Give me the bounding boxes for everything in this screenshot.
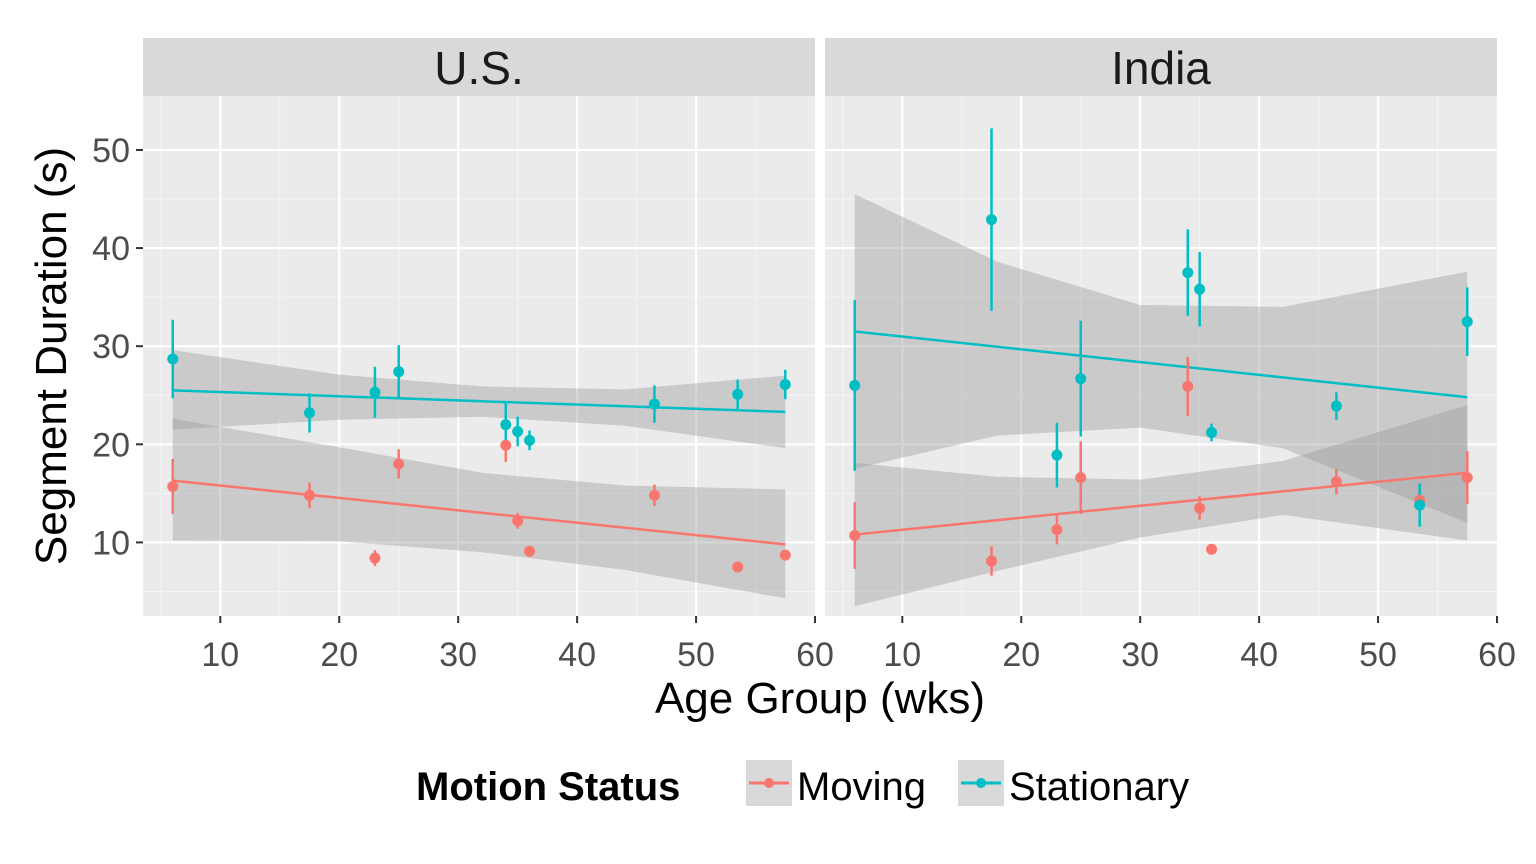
x-tick-label-50: 50 (677, 636, 715, 674)
data-point-stationary (369, 386, 381, 398)
strip-label-us: U.S. (434, 42, 523, 94)
data-point-moving (1194, 502, 1206, 514)
legend-label-moving: Moving (797, 765, 926, 809)
legend: Motion Status Moving Stationary (416, 760, 1189, 809)
fit-lines-india (854, 330, 1468, 536)
y-tick-label-20: 20 (92, 426, 130, 464)
fit-line-moving (854, 471, 1468, 536)
x-tick-label-10: 10 (883, 636, 921, 674)
data-point-moving (500, 439, 512, 451)
y-tick-label-40: 40 (92, 230, 130, 268)
x-tick-label-20: 20 (1002, 636, 1040, 674)
legend-key-moving-point (764, 778, 774, 788)
data-point-stationary (167, 353, 179, 365)
x-tick-label-60: 60 (1478, 636, 1516, 674)
data-point-moving (524, 545, 536, 557)
y-tick-label-50: 50 (92, 132, 130, 170)
strip-us (143, 38, 815, 96)
data-point-moving (369, 552, 381, 564)
y-axis-title: Segment Duration (s) (27, 147, 76, 565)
confidence-band-stationary (172, 350, 786, 449)
data-point-stationary (1206, 427, 1218, 439)
x-axis-title: Age Group (wks) (655, 674, 985, 723)
x-tick-label-30: 30 (1121, 636, 1159, 674)
confidence-bands-us (172, 350, 786, 599)
data-point-stationary (393, 366, 405, 378)
data-point-moving (393, 458, 405, 470)
x-ticks-india: 10 20 30 40 50 60 (883, 616, 1516, 674)
data-point-stationary (849, 379, 861, 391)
points-india (849, 214, 1473, 567)
x-tick-label-10: 10 (201, 636, 239, 674)
legend-title: Motion Status (416, 765, 680, 809)
data-point-stationary (1414, 499, 1426, 511)
plot-area-us (143, 96, 815, 616)
data-point-moving (1206, 543, 1218, 555)
plot-area-india (825, 96, 1497, 616)
confidence-band-moving (854, 405, 1468, 607)
x-ticks-us: 10 20 30 40 50 60 (201, 616, 834, 674)
data-point-stationary (512, 426, 524, 438)
data-point-moving (512, 515, 524, 527)
data-point-moving (986, 555, 998, 567)
data-point-stationary (304, 407, 316, 419)
data-point-stationary (1194, 283, 1206, 295)
data-point-moving (1461, 472, 1473, 484)
data-point-stationary (1182, 267, 1194, 279)
y-tick-label-10: 10 (92, 524, 130, 562)
panel-us: U.S. 10 20 30 40 50 60 (143, 38, 834, 674)
data-point-moving (779, 549, 791, 561)
data-point-moving (732, 561, 744, 573)
data-point-stationary (648, 398, 660, 410)
x-tick-label-20: 20 (320, 636, 358, 674)
data-point-moving (1182, 380, 1194, 392)
strip-label-india: India (1111, 42, 1211, 94)
fit-lines-us (172, 389, 786, 546)
data-point-moving (304, 489, 316, 501)
data-point-stationary (986, 214, 998, 226)
x-tick-label-40: 40 (1240, 636, 1278, 674)
data-point-stationary (1330, 400, 1342, 412)
data-point-stationary (524, 434, 536, 446)
grid-us (143, 96, 815, 616)
data-point-moving (1075, 472, 1087, 484)
panel-india: India 10 20 30 40 50 60 (825, 38, 1516, 674)
data-point-stationary (500, 419, 512, 431)
legend-key-stationary (958, 760, 1004, 806)
data-point-moving (167, 480, 179, 492)
data-point-stationary (732, 388, 744, 400)
data-point-moving (648, 489, 660, 501)
x-tick-label-50: 50 (1359, 636, 1397, 674)
y-tick-label-30: 30 (92, 328, 130, 366)
fit-line-moving (172, 479, 786, 546)
data-point-stationary (1051, 449, 1063, 461)
data-point-stationary (1075, 373, 1087, 385)
x-tick-label-40: 40 (558, 636, 596, 674)
confidence-band-stationary (854, 194, 1468, 523)
legend-label-stationary: Stationary (1009, 765, 1189, 809)
points-us (167, 353, 791, 573)
legend-key-moving (746, 760, 792, 806)
data-point-moving (1330, 476, 1342, 488)
fit-line-stationary (854, 330, 1468, 399)
legend-key-stationary-point (976, 778, 986, 788)
data-point-moving (849, 530, 861, 542)
fit-line-stationary (172, 389, 786, 414)
x-tick-label-60: 60 (796, 636, 834, 674)
confidence-bands-india (854, 194, 1468, 607)
confidence-band-moving (172, 418, 786, 599)
y-ticks: 10 20 30 40 50 (92, 132, 143, 562)
strip-india (825, 38, 1497, 96)
data-point-moving (1051, 524, 1063, 536)
data-point-stationary (1461, 316, 1473, 328)
data-point-stationary (779, 378, 791, 390)
x-tick-label-30: 30 (439, 636, 477, 674)
